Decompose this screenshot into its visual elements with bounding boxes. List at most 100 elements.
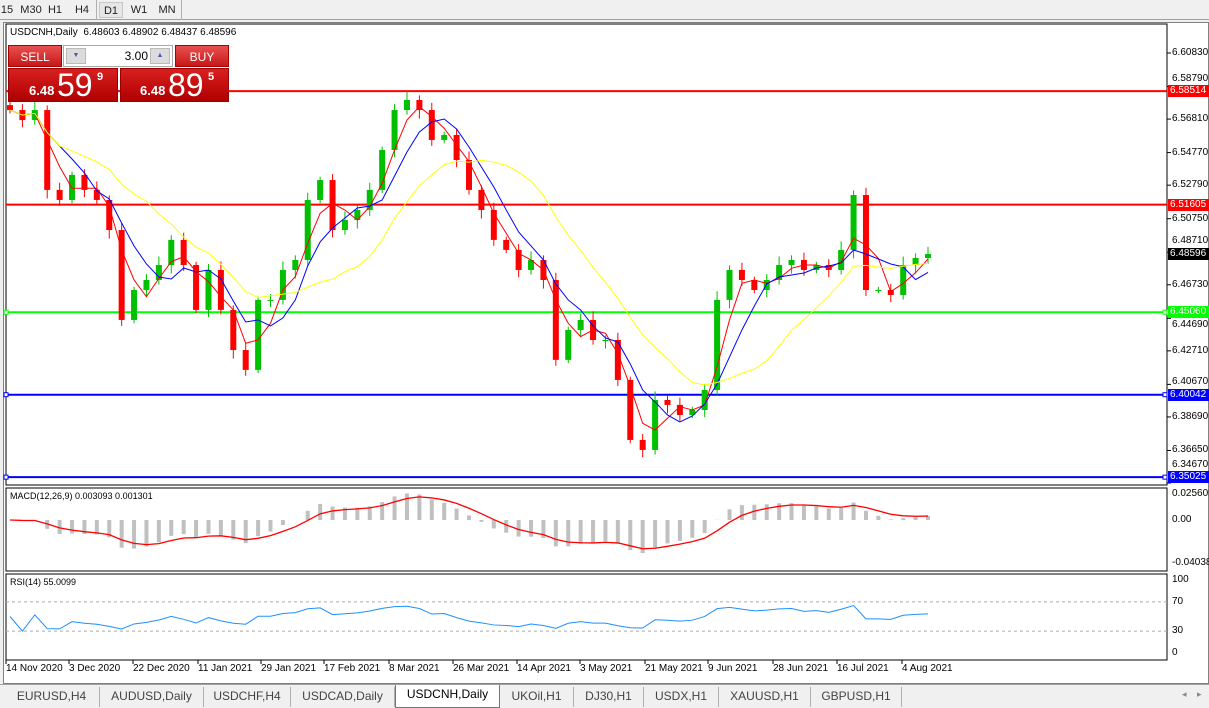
level-anchor-handle — [3, 392, 9, 398]
candle-body — [850, 195, 857, 250]
toolbar-separator — [96, 0, 97, 20]
timeframe-d1-button[interactable]: D1 — [99, 2, 123, 18]
level-price-label: 6.51605 — [1168, 198, 1209, 211]
macd-histogram-bar — [901, 518, 906, 520]
candle-body — [466, 160, 472, 190]
macd-histogram-bar — [107, 520, 112, 538]
lot-size-stepper[interactable]: ▼ 3.00 ▲ — [63, 45, 173, 67]
tab-dj30-h1[interactable]: DJ30,H1 — [574, 687, 644, 707]
macd-histogram-bar — [727, 509, 732, 520]
macd-histogram-bar — [888, 519, 893, 520]
macd-histogram-bar — [442, 502, 447, 520]
candle-body — [441, 135, 448, 140]
macd-histogram-bar — [429, 499, 434, 520]
candle-body — [267, 299, 274, 301]
candle-body — [825, 265, 832, 270]
macd-histogram-bar — [566, 520, 571, 547]
level-anchor-handle — [1162, 309, 1168, 315]
tab-scroll-right-icon[interactable]: ▸ — [1197, 689, 1202, 699]
price-axis-label: 6.36650 — [1172, 444, 1209, 456]
tab-usdcad-daily[interactable]: USDCAD,Daily — [291, 687, 395, 707]
tab-usdx-h1[interactable]: USDX,H1 — [644, 687, 719, 707]
tab-usdchf-h4[interactable]: USDCHF,H4 — [204, 687, 291, 707]
sell-button[interactable]: SELL — [8, 45, 62, 67]
macd-histogram-bar — [231, 520, 236, 540]
candle-body — [738, 269, 745, 280]
candle-body — [230, 309, 237, 351]
macd-histogram-bar — [615, 520, 620, 544]
macd-histogram-bar — [541, 520, 546, 539]
candle-body — [676, 404, 683, 415]
macd-histogram-bar — [863, 510, 868, 520]
macd-histogram-bar — [504, 520, 509, 533]
candle-body — [205, 269, 212, 310]
candle-body — [453, 135, 460, 161]
timeframe-m15-button[interactable]: 15 — [0, 4, 14, 16]
increase-lot-button[interactable]: ▲ — [150, 48, 170, 64]
tab-scroll-left-icon[interactable]: ◂ — [1182, 689, 1187, 699]
buy-price-fraction: 5 — [208, 71, 215, 83]
candle-body — [652, 399, 659, 450]
sell-price-box[interactable]: 6.48 59 9 — [8, 67, 118, 103]
macd-title: MACD(12,26,9) 0.003093 0.001301 — [10, 491, 153, 501]
macd-histogram-bar — [417, 494, 422, 520]
candle-body — [788, 259, 795, 266]
candle-body — [627, 379, 634, 440]
candle-body — [602, 339, 609, 341]
tab-audusd-daily[interactable]: AUDUSD,Daily — [100, 687, 204, 707]
price-axis-label: 6.54770 — [1172, 146, 1209, 158]
macd-axis-label: 0.00 — [1172, 514, 1192, 525]
timeframe-m30-button[interactable]: M30 — [20, 4, 42, 16]
tab-eurusd-h4[interactable]: EURUSD,H4 — [4, 687, 100, 707]
macd-histogram-bar — [739, 505, 744, 520]
level-anchor-handle — [1162, 474, 1168, 480]
candle-body — [44, 110, 51, 190]
price-axis-label: 6.56810 — [1172, 113, 1209, 125]
date-axis-label: 9 Jun 2021 — [708, 663, 758, 674]
macd-histogram-bar — [243, 520, 248, 544]
decrease-lot-button[interactable]: ▼ — [66, 48, 86, 64]
candle-body — [93, 189, 100, 200]
timeframe-h4-button[interactable]: H4 — [74, 4, 90, 16]
candle-body — [143, 279, 150, 291]
macd-histogram-bar — [367, 506, 372, 520]
candle-body — [391, 110, 398, 150]
timeframe-w1-button[interactable]: W1 — [130, 4, 148, 16]
tab-xauusd-h1[interactable]: XAUUSD,H1 — [719, 687, 811, 707]
timeframe-mn-button[interactable]: MN — [158, 4, 176, 16]
macd-histogram-bar — [777, 503, 782, 520]
macd-histogram-bar — [677, 520, 682, 541]
macd-signal-line — [9, 496, 929, 550]
macd-histogram-bar — [516, 520, 521, 537]
candle-body — [428, 110, 435, 140]
date-axis-label: 3 Dec 2020 — [69, 663, 121, 674]
macd-histogram-bar — [628, 520, 633, 551]
macd-histogram-bar — [653, 520, 658, 548]
buy-price-box[interactable]: 6.48 89 5 — [120, 67, 229, 103]
candle-body — [255, 299, 262, 370]
macd-histogram-bar — [665, 520, 670, 544]
one-click-trading-panel: SELL ▼ 3.00 ▲ BUY 6.48 59 9 6.48 89 5 — [8, 45, 229, 103]
candle-body — [528, 259, 535, 270]
tab-ukoil-h1[interactable]: UKOil,H1 — [500, 687, 574, 707]
sell-price-fraction: 9 — [97, 71, 104, 83]
date-axis-label: 4 Aug 2021 — [902, 663, 953, 674]
macd-histogram-bar — [752, 504, 757, 520]
candle-body — [614, 339, 621, 380]
macd-histogram-bar — [256, 520, 261, 537]
timeframe-h1-button[interactable]: H1 — [47, 4, 63, 16]
lot-size-input[interactable]: 3.00 — [124, 49, 148, 63]
buy-price-pips: 89 — [168, 67, 204, 103]
tab-usdcnh-daily[interactable]: USDCNH,Daily — [395, 685, 500, 708]
rsi-line — [9, 604, 929, 632]
level-anchor-handle — [3, 474, 9, 480]
date-axis-label: 16 Jul 2021 — [837, 663, 889, 674]
price-pane-frame — [5, 23, 1168, 486]
macd-histogram-bar — [839, 508, 844, 520]
tab-gbpusd-h1[interactable]: GBPUSD,H1 — [811, 687, 902, 707]
rsi-pane-frame — [5, 573, 1168, 661]
buy-button[interactable]: BUY — [175, 45, 229, 67]
macd-histogram-bar — [801, 505, 806, 520]
candle-body — [565, 329, 572, 360]
